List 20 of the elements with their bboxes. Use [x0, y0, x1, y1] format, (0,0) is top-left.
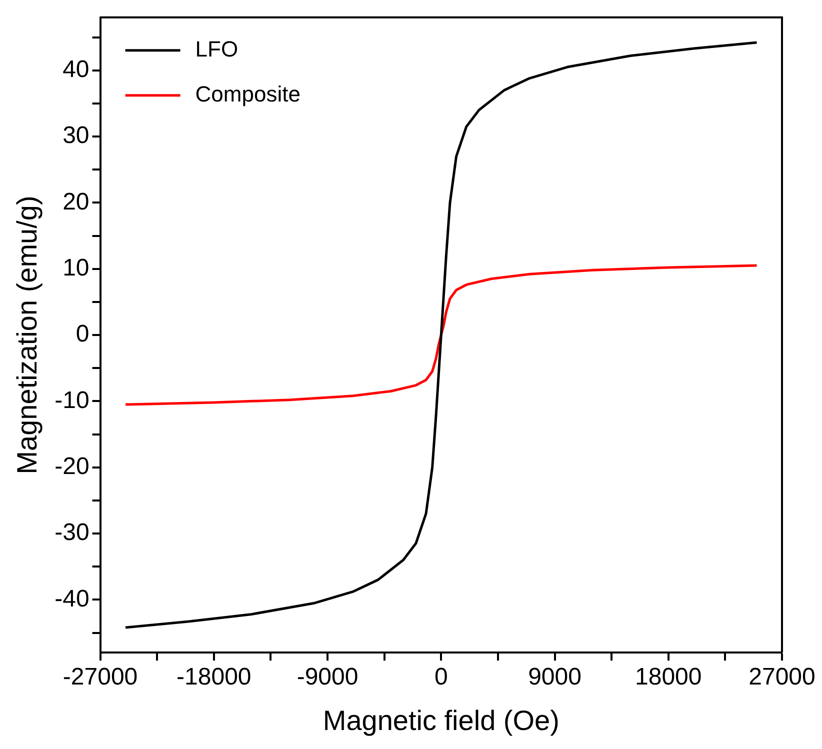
x-tick-label: 18000 — [635, 664, 702, 691]
x-tick-label: 9000 — [528, 664, 582, 691]
x-tick-label: 0 — [434, 664, 448, 691]
y-axis-title: Magnetization (emu/g) — [12, 196, 43, 474]
x-tick-label: -18000 — [176, 664, 252, 691]
y-tick-label: 30 — [62, 122, 90, 150]
y-tick-label: -10 — [54, 386, 90, 414]
y-tick-label: -20 — [54, 452, 90, 480]
y-tick-label: 40 — [62, 56, 90, 83]
legend-label: Composite — [195, 81, 300, 106]
y-tick-label: 20 — [62, 188, 90, 216]
x-axis-title: Magnetic field (Oe) — [322, 704, 560, 736]
y-tick-label: 0 — [76, 320, 90, 348]
x-tick-label: 27000 — [748, 664, 816, 691]
x-tick-label: -27000 — [62, 664, 138, 691]
y-tick-label: -40 — [54, 585, 90, 612]
legend-label: LFO — [195, 36, 238, 62]
y-tick-label: 10 — [62, 254, 90, 282]
x-tick-label: -9000 — [296, 664, 358, 691]
y-tick-label: -30 — [54, 519, 90, 546]
